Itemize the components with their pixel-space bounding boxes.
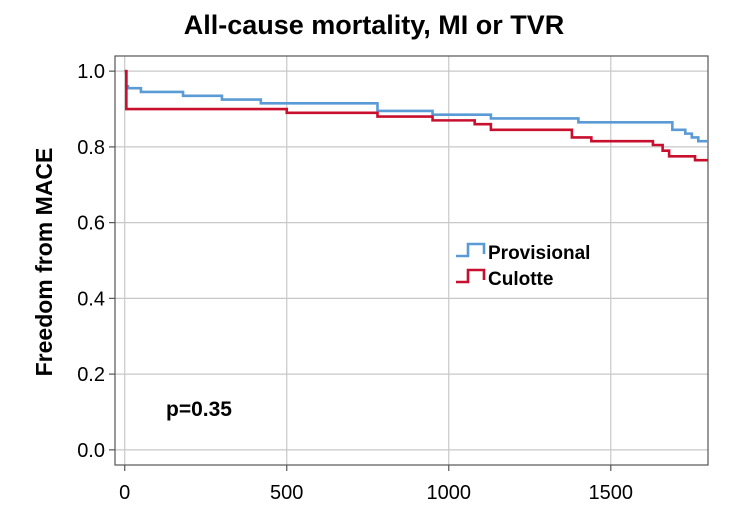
chart-title: All-cause mortality, MI or TVR <box>184 10 565 40</box>
y-tick-label: 0.8 <box>77 137 105 159</box>
series-layer <box>124 69 708 162</box>
y-tick-label: 0.0 <box>77 440 105 462</box>
legend-label: Culotte <box>488 269 553 290</box>
grid-lines <box>115 56 708 465</box>
x-tick-label: 1500 <box>589 482 634 504</box>
y-axis-label: Freedom from MACE <box>31 148 57 377</box>
plot-frame <box>114 55 709 466</box>
x-tick-label: 0 <box>119 482 130 504</box>
y-tick-label: 1.0 <box>77 61 105 83</box>
x-tick-label: 500 <box>270 482 303 504</box>
y-tick-label: 0.4 <box>77 288 105 310</box>
y-tick-label: 0.2 <box>77 364 105 386</box>
legend: Provisional Culotte <box>456 242 590 290</box>
series-line-culotte <box>124 69 708 162</box>
legend-swatch <box>456 268 486 284</box>
legend-swatch <box>456 242 486 258</box>
series-line-provisional <box>124 69 708 143</box>
p-value-annotation: p=0.35 <box>166 398 232 421</box>
x-tick-label: 1000 <box>427 482 472 504</box>
tick-labels: 0 500 1000 1500 0.0 0.2 0.4 0.6 0.8 1.0 <box>77 61 633 504</box>
legend-label: Provisional <box>488 243 590 264</box>
y-tick-label: 0.6 <box>77 213 105 235</box>
